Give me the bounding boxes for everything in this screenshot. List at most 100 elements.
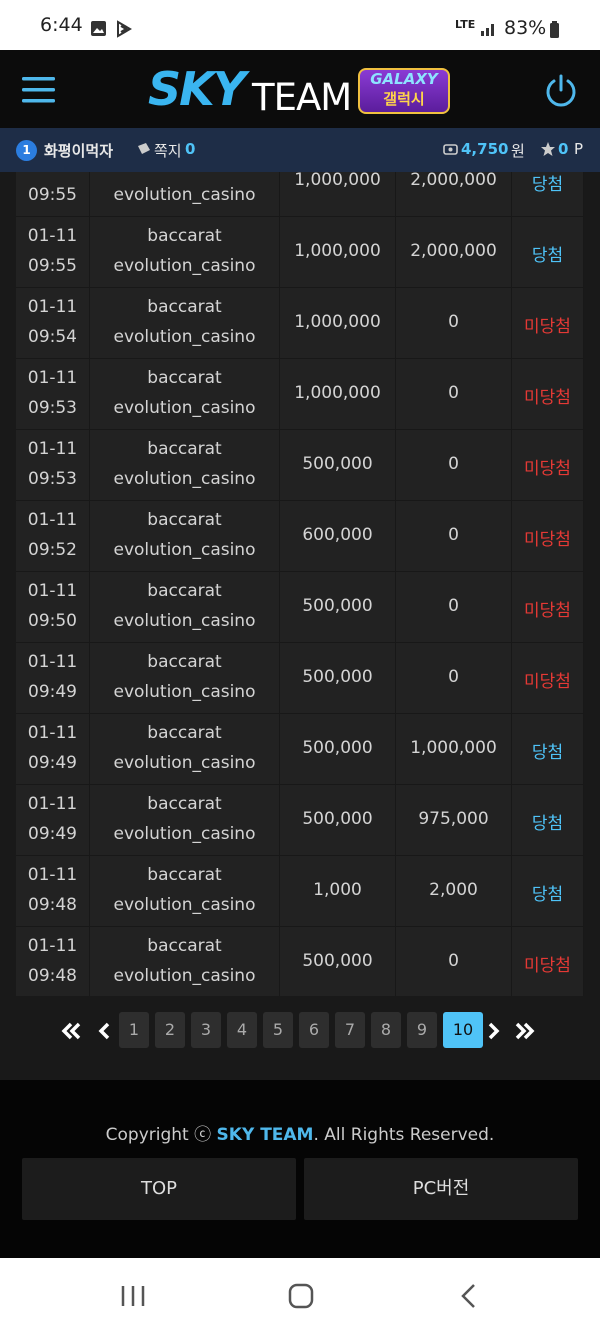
message-label[interactable]: 쪽지 bbox=[154, 142, 182, 160]
game: baccarat evolution_casino bbox=[90, 216, 280, 287]
win-amount-text: 0 bbox=[448, 525, 459, 545]
date-time: 01-11 09:53 bbox=[16, 429, 90, 500]
game: baccarat evolution_casino bbox=[90, 713, 280, 784]
result-text: 당첨 bbox=[531, 743, 564, 763]
game-bottom: evolution_casino bbox=[113, 327, 256, 347]
battery: 83% bbox=[504, 17, 547, 39]
logo-sky: SKY bbox=[148, 62, 246, 116]
result: 미당첨 bbox=[512, 358, 584, 429]
result-text: 미당첨 bbox=[524, 317, 571, 337]
game-top: baccarat bbox=[147, 297, 222, 317]
game-bottom: evolution_casino bbox=[113, 185, 256, 205]
game-bottom: evolution_casino bbox=[113, 256, 256, 276]
site-header: SKY TEAM GALAXY 갤럭시 bbox=[0, 50, 600, 128]
bet-amount-text: 1,000 bbox=[313, 880, 362, 900]
game-top: baccarat bbox=[147, 226, 222, 246]
page-button[interactable]: 1 bbox=[119, 1012, 149, 1048]
logout-button[interactable] bbox=[544, 74, 578, 108]
notification-icons bbox=[91, 20, 132, 38]
page-button[interactable]: 4 bbox=[227, 1012, 257, 1048]
date-time-top: 01-11 bbox=[27, 581, 78, 601]
date-time: 01-11 09:49 bbox=[16, 784, 90, 855]
date-time-bottom: 09:55 bbox=[28, 256, 77, 276]
win-amount-text: 0 bbox=[448, 667, 459, 687]
game-top: baccarat bbox=[147, 936, 222, 956]
pc-button[interactable]: PC버전 bbox=[304, 1158, 578, 1220]
result: 당첨 bbox=[512, 713, 584, 784]
table-row: 01-11 09:53 baccarat evolution_casino 1,000,… bbox=[16, 358, 584, 430]
bet-amount-text: 500,000 bbox=[302, 667, 373, 687]
network: LTE bbox=[455, 18, 476, 31]
win-amount: 2,000,000 bbox=[396, 216, 512, 287]
win-amount: 0 bbox=[396, 926, 512, 996]
win-amount-text: 975,000 bbox=[418, 809, 489, 829]
date-time: 01-11 09:48 bbox=[16, 926, 90, 996]
date-time-bottom: 09:49 bbox=[28, 753, 77, 773]
star-icon bbox=[541, 142, 555, 156]
bet-amount-text: 500,000 bbox=[302, 809, 373, 829]
top-button[interactable]: TOP bbox=[22, 1158, 296, 1220]
page-button[interactable]: 8 bbox=[371, 1012, 401, 1048]
date-time-bottom: 09:49 bbox=[28, 682, 77, 702]
username: 화평이먹자 bbox=[44, 142, 114, 160]
recent-apps[interactable] bbox=[121, 1286, 145, 1306]
date-time-bottom: 09:53 bbox=[28, 469, 77, 489]
win-amount-text: 0 bbox=[448, 951, 459, 971]
game-bottom: evolution_casino bbox=[113, 895, 256, 915]
bet-amount: 1,000,000 bbox=[280, 287, 396, 358]
page-button[interactable]: 9 bbox=[407, 1012, 437, 1048]
next-last-buttons[interactable] bbox=[486, 1020, 542, 1042]
result: 미당첨 bbox=[512, 287, 584, 358]
game-bottom: evolution_casino bbox=[113, 611, 256, 631]
result: 당첨 bbox=[512, 172, 584, 216]
win-amount-text: 1,000,000 bbox=[410, 738, 497, 758]
result-text: 미당첨 bbox=[524, 601, 571, 621]
win-amount: 0 bbox=[396, 287, 512, 358]
date-time-top: 01-11 bbox=[27, 510, 78, 530]
page-button[interactable]: 5 bbox=[263, 1012, 293, 1048]
bet-amount-text: 500,000 bbox=[302, 738, 373, 758]
result-text: 미당첨 bbox=[524, 388, 571, 408]
bet-amount: 500,000 bbox=[280, 784, 396, 855]
page-button[interactable]: 2 bbox=[155, 1012, 185, 1048]
table-row: 01-11 09:53 baccarat evolution_casino 500,00… bbox=[16, 429, 584, 501]
badge-bottom: 갤럭시 bbox=[383, 90, 425, 108]
current-page[interactable]: 10 bbox=[443, 1012, 483, 1048]
win-amount: 0 bbox=[396, 571, 512, 642]
win-amount-text: 0 bbox=[448, 454, 459, 474]
points: 0 bbox=[558, 140, 569, 158]
win-amount: 0 bbox=[396, 500, 512, 571]
page-button[interactable]: 6 bbox=[299, 1012, 329, 1048]
home-button[interactable] bbox=[288, 1283, 314, 1309]
date-time-bottom: 09:50 bbox=[28, 611, 77, 631]
bet-amount-text: 500,000 bbox=[302, 596, 373, 616]
copyright-suffix: . All Rights Reserved. bbox=[313, 1125, 495, 1145]
game-bottom: evolution_casino bbox=[113, 824, 256, 844]
bet-amount: 1,000,000 bbox=[280, 172, 396, 216]
back-button[interactable] bbox=[461, 1284, 475, 1308]
money-unit: 원 bbox=[511, 142, 525, 160]
page-button[interactable]: 7 bbox=[335, 1012, 365, 1048]
page-button[interactable]: 3 bbox=[191, 1012, 221, 1048]
bet-amount: 500,000 bbox=[280, 571, 396, 642]
date-time-top: 01-11 bbox=[27, 794, 78, 814]
bet-amount: 500,000 bbox=[280, 642, 396, 713]
game: baccarat evolution_casino bbox=[90, 429, 280, 500]
result: 미당첨 bbox=[512, 500, 584, 571]
result-text: 당첨 bbox=[531, 246, 564, 266]
content: 09:55 evolution_casino 1,000,000 2,000,000 당… bbox=[0, 172, 600, 1080]
win-amount-text: 0 bbox=[448, 312, 459, 332]
bet-table: 09:55 evolution_casino 1,000,000 2,000,000 당… bbox=[16, 172, 584, 996]
date-time: 01-11 09:53 bbox=[16, 358, 90, 429]
bet-amount: 1,000 bbox=[280, 855, 396, 926]
game-top: baccarat bbox=[147, 439, 222, 459]
game: baccarat evolution_casino bbox=[90, 855, 280, 926]
menu-button[interactable] bbox=[22, 76, 56, 104]
date-time-bottom: 09:48 bbox=[28, 895, 77, 915]
game-bottom: evolution_casino bbox=[113, 753, 256, 773]
result-text: 미당첨 bbox=[524, 459, 571, 479]
message-count[interactable]: 0 bbox=[185, 140, 196, 158]
first-prev-buttons[interactable] bbox=[60, 1020, 116, 1042]
game-top: baccarat bbox=[147, 510, 222, 530]
